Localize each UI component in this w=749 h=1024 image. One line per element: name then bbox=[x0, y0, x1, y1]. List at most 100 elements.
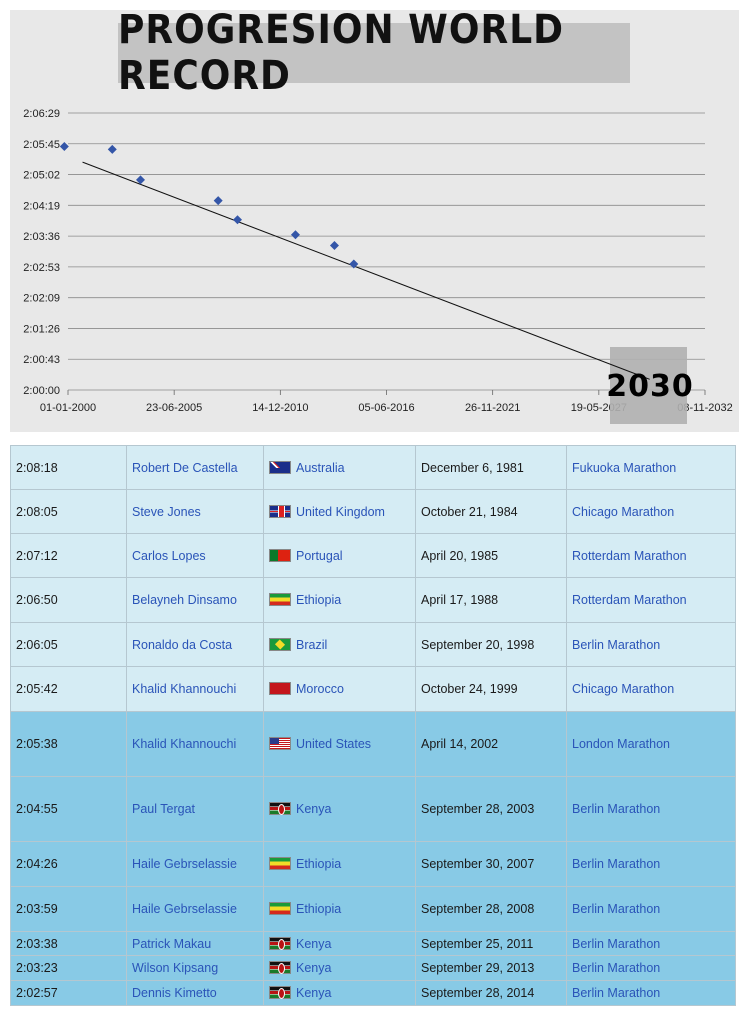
kenya-flag-icon bbox=[269, 961, 291, 974]
trendline bbox=[82, 161, 650, 380]
event-cell[interactable]: Berlin Marathon bbox=[566, 622, 736, 667]
athlete-link[interactable]: Paul Tergat bbox=[132, 802, 196, 816]
country-cell[interactable]: Morocco bbox=[263, 666, 416, 712]
athlete-cell[interactable]: Robert De Castella bbox=[126, 445, 264, 490]
athlete-cell[interactable]: Steve Jones bbox=[126, 489, 264, 534]
athlete-link[interactable]: Patrick Makau bbox=[132, 936, 212, 951]
country-cell[interactable]: Kenya bbox=[263, 776, 416, 842]
athlete-cell[interactable]: Haile Gebrselassie bbox=[126, 886, 264, 932]
country-link[interactable]: United States bbox=[296, 737, 372, 751]
athlete-cell[interactable]: Khalid Khannouchi bbox=[126, 666, 264, 712]
date-cell: September 25, 2011 bbox=[415, 931, 567, 956]
country-link[interactable]: Ethiopia bbox=[296, 857, 342, 871]
event-cell[interactable]: Fukuoka Marathon bbox=[566, 445, 736, 490]
chart-title: PROGRESION WORLD RECORD bbox=[118, 7, 565, 99]
country-link[interactable]: United Kingdom bbox=[296, 504, 385, 519]
athlete-link[interactable]: Carlos Lopes bbox=[132, 548, 206, 563]
event-cell[interactable]: Berlin Marathon bbox=[566, 776, 736, 842]
event-cell[interactable]: Berlin Marathon bbox=[566, 931, 736, 956]
athlete-cell[interactable]: Belayneh Dinsamo bbox=[126, 577, 264, 623]
event-cell[interactable]: Chicago Marathon bbox=[566, 489, 736, 534]
table-row: 2:03:23 Wilson Kipsang Kenya September 29, … bbox=[10, 955, 736, 981]
time-cell: 2:04:26 bbox=[10, 841, 127, 887]
event-cell[interactable]: Chicago Marathon bbox=[566, 666, 736, 712]
country-link[interactable]: Morocco bbox=[296, 682, 344, 696]
country-link[interactable]: Brazil bbox=[296, 637, 328, 652]
event-cell[interactable]: Berlin Marathon bbox=[566, 980, 736, 1006]
event-cell[interactable]: Berlin Marathon bbox=[566, 886, 736, 932]
date-cell: September 20, 1998 bbox=[415, 622, 567, 667]
table-row: 2:07:12 Carlos Lopes Portugal April 20, 198… bbox=[10, 533, 736, 578]
data-point bbox=[136, 175, 146, 185]
athlete-link[interactable]: Belayneh Dinsamo bbox=[132, 593, 237, 607]
event-link[interactable]: Fukuoka Marathon bbox=[572, 460, 677, 475]
athlete-cell[interactable]: Dennis Kimetto bbox=[126, 980, 264, 1006]
athlete-cell[interactable]: Ronaldo da Costa bbox=[126, 622, 264, 667]
time-cell: 2:06:50 bbox=[10, 577, 127, 623]
country-cell[interactable]: Kenya bbox=[263, 980, 416, 1006]
x-tick-label: 01-01-2000 bbox=[40, 402, 96, 414]
country-cell[interactable]: Kenya bbox=[263, 955, 416, 981]
athlete-link[interactable]: Robert De Castella bbox=[132, 460, 238, 475]
event-cell[interactable]: Rotterdam Marathon bbox=[566, 533, 736, 578]
athlete-cell[interactable]: Patrick Makau bbox=[126, 931, 264, 956]
event-link[interactable]: Berlin Marathon bbox=[572, 902, 661, 916]
event-link[interactable]: Chicago Marathon bbox=[572, 504, 675, 519]
athlete-cell[interactable]: Khalid Khannouchi bbox=[126, 711, 264, 777]
time-cell: 2:05:38 bbox=[10, 711, 127, 777]
country-link[interactable]: Kenya bbox=[296, 802, 332, 816]
event-link[interactable]: Rotterdam Marathon bbox=[572, 593, 687, 607]
athlete-cell[interactable]: Wilson Kipsang bbox=[126, 955, 264, 981]
chart-plot: 2:00:00 2:00:43 2:01:26 2:02:09 2:02:53 2:03:… bbox=[23, 108, 733, 424]
country-link[interactable]: Australia bbox=[296, 460, 345, 475]
athlete-link[interactable]: Ronaldo da Costa bbox=[132, 637, 233, 652]
country-cell[interactable]: Kenya bbox=[263, 931, 416, 956]
event-link[interactable]: Rotterdam Marathon bbox=[572, 548, 687, 563]
event-link[interactable]: Berlin Marathon bbox=[572, 637, 661, 652]
table-row: 2:04:55 Paul Tergat Kenya September 28, 200… bbox=[10, 776, 736, 842]
event-link[interactable]: Berlin Marathon bbox=[572, 986, 661, 1000]
athlete-cell[interactable]: Carlos Lopes bbox=[126, 533, 264, 578]
country-link[interactable]: Portugal bbox=[296, 548, 343, 563]
athlete-link[interactable]: Haile Gebrselassie bbox=[132, 857, 237, 871]
event-link[interactable]: London Marathon bbox=[572, 737, 670, 751]
event-cell[interactable]: Berlin Marathon bbox=[566, 955, 736, 981]
country-link[interactable]: Kenya bbox=[296, 936, 332, 951]
y-tick-label: 2:06:29 bbox=[23, 108, 60, 120]
athlete-link[interactable]: Khalid Khannouchi bbox=[132, 737, 237, 751]
athlete-link[interactable]: Wilson Kipsang bbox=[132, 961, 219, 975]
event-link[interactable]: Chicago Marathon bbox=[572, 682, 675, 696]
country-cell[interactable]: Ethiopia bbox=[263, 577, 416, 623]
country-cell[interactable]: Portugal bbox=[263, 533, 416, 578]
country-cell[interactable]: Ethiopia bbox=[263, 841, 416, 887]
event-cell[interactable]: Berlin Marathon bbox=[566, 841, 736, 887]
country-link[interactable]: Kenya bbox=[296, 986, 332, 1000]
country-cell[interactable]: Ethiopia bbox=[263, 886, 416, 932]
country-link[interactable]: Ethiopia bbox=[296, 902, 342, 916]
athlete-cell[interactable]: Paul Tergat bbox=[126, 776, 264, 842]
event-link[interactable]: Berlin Marathon bbox=[572, 802, 661, 816]
country-link[interactable]: Kenya bbox=[296, 961, 332, 975]
data-point bbox=[59, 141, 69, 151]
annotation-box bbox=[610, 347, 687, 424]
event-cell[interactable]: Rotterdam Marathon bbox=[566, 577, 736, 623]
event-link[interactable]: Berlin Marathon bbox=[572, 936, 661, 951]
athlete-link[interactable]: Steve Jones bbox=[132, 504, 201, 519]
country-link[interactable]: Ethiopia bbox=[296, 593, 342, 607]
athlete-cell[interactable]: Haile Gebrselassie bbox=[126, 841, 264, 887]
table-row: 2:02:57 Dennis Kimetto Kenya September 28, … bbox=[10, 980, 736, 1006]
athlete-link[interactable]: Dennis Kimetto bbox=[132, 986, 217, 1000]
country-cell[interactable]: Brazil bbox=[263, 622, 416, 667]
chart-panel: 2:00:00 2:00:43 2:01:26 2:02:09 2:02:53 2:03:… bbox=[10, 7, 739, 432]
event-link[interactable]: Berlin Marathon bbox=[572, 961, 661, 975]
x-tick-label: 26-11-2021 bbox=[465, 402, 520, 414]
country-cell[interactable]: United States bbox=[263, 711, 416, 777]
event-link[interactable]: Berlin Marathon bbox=[572, 857, 661, 871]
country-cell[interactable]: United Kingdom bbox=[263, 489, 416, 534]
athlete-link[interactable]: Khalid Khannouchi bbox=[132, 682, 237, 696]
event-cell[interactable]: London Marathon bbox=[566, 711, 736, 777]
country-cell[interactable]: Australia bbox=[263, 445, 416, 490]
time-cell: 2:07:12 bbox=[10, 533, 127, 578]
ethiopia-flag-icon bbox=[269, 902, 291, 915]
athlete-link[interactable]: Haile Gebrselassie bbox=[132, 902, 237, 916]
